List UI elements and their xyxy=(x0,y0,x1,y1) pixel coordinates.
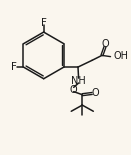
Text: O: O xyxy=(102,39,109,49)
Text: O: O xyxy=(69,85,77,95)
Text: F: F xyxy=(11,62,17,72)
Text: F: F xyxy=(41,18,47,28)
Text: O: O xyxy=(91,88,99,98)
Text: OH: OH xyxy=(114,51,129,61)
Text: NH: NH xyxy=(71,76,86,86)
